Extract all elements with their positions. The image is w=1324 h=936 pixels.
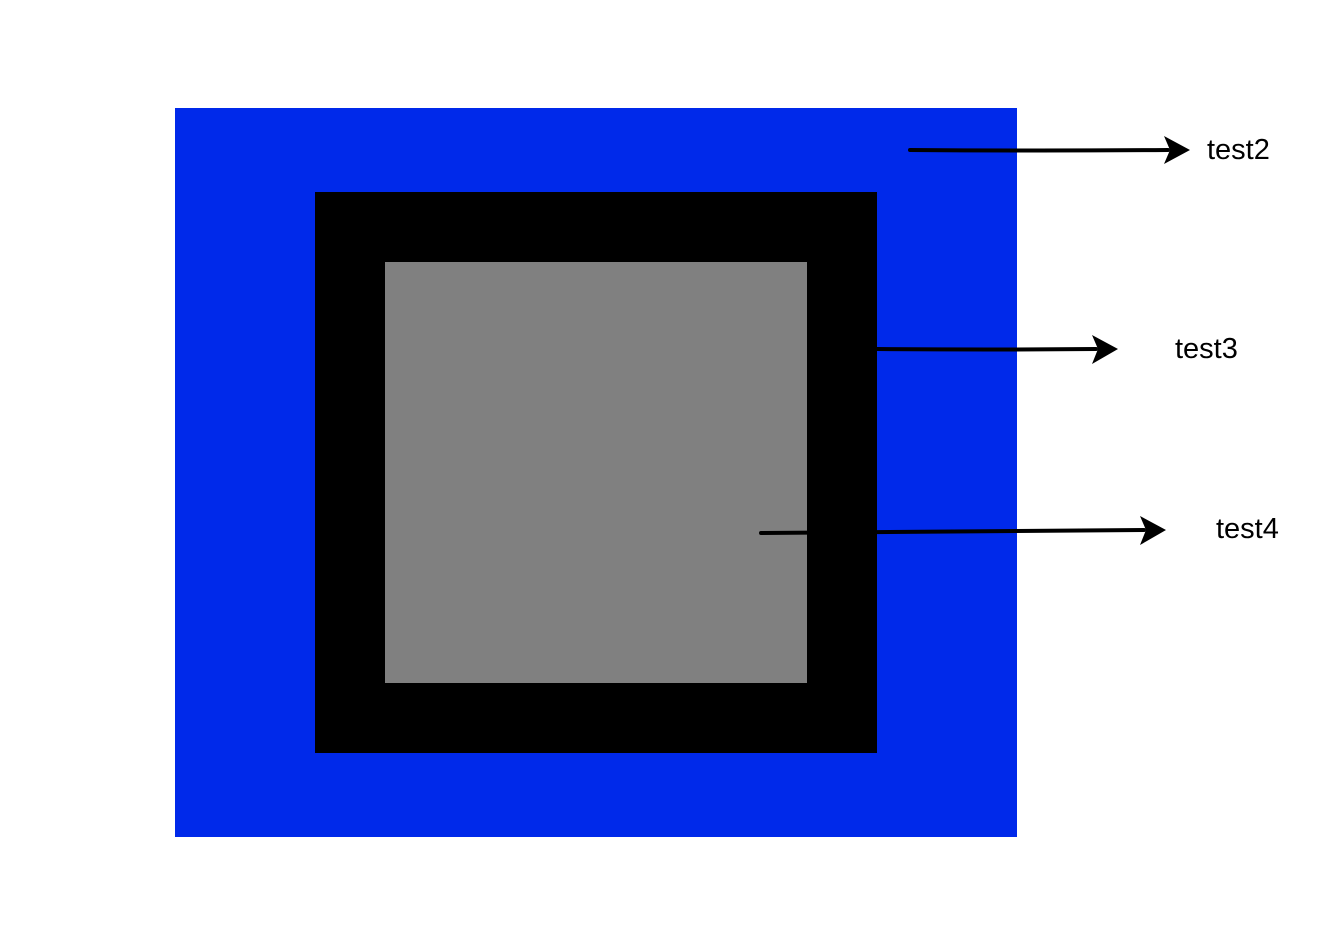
arrow-test4-shaft (759, 528, 1146, 535)
label-test4: test4 (1216, 513, 1279, 545)
arrow-test2 (908, 136, 1190, 164)
arrow-test4-head (1140, 516, 1166, 545)
label-test2: test2 (1207, 134, 1270, 166)
inner-gray-square (385, 262, 807, 683)
arrow-test2-head (1164, 136, 1190, 164)
arrow-test3-shaft (875, 347, 1098, 352)
arrow-test3-head (1092, 335, 1118, 364)
label-test3: test3 (1175, 333, 1238, 365)
arrow-test2-shaft (908, 148, 1170, 153)
arrow-test3 (875, 335, 1118, 364)
arrow-test4 (759, 516, 1166, 545)
